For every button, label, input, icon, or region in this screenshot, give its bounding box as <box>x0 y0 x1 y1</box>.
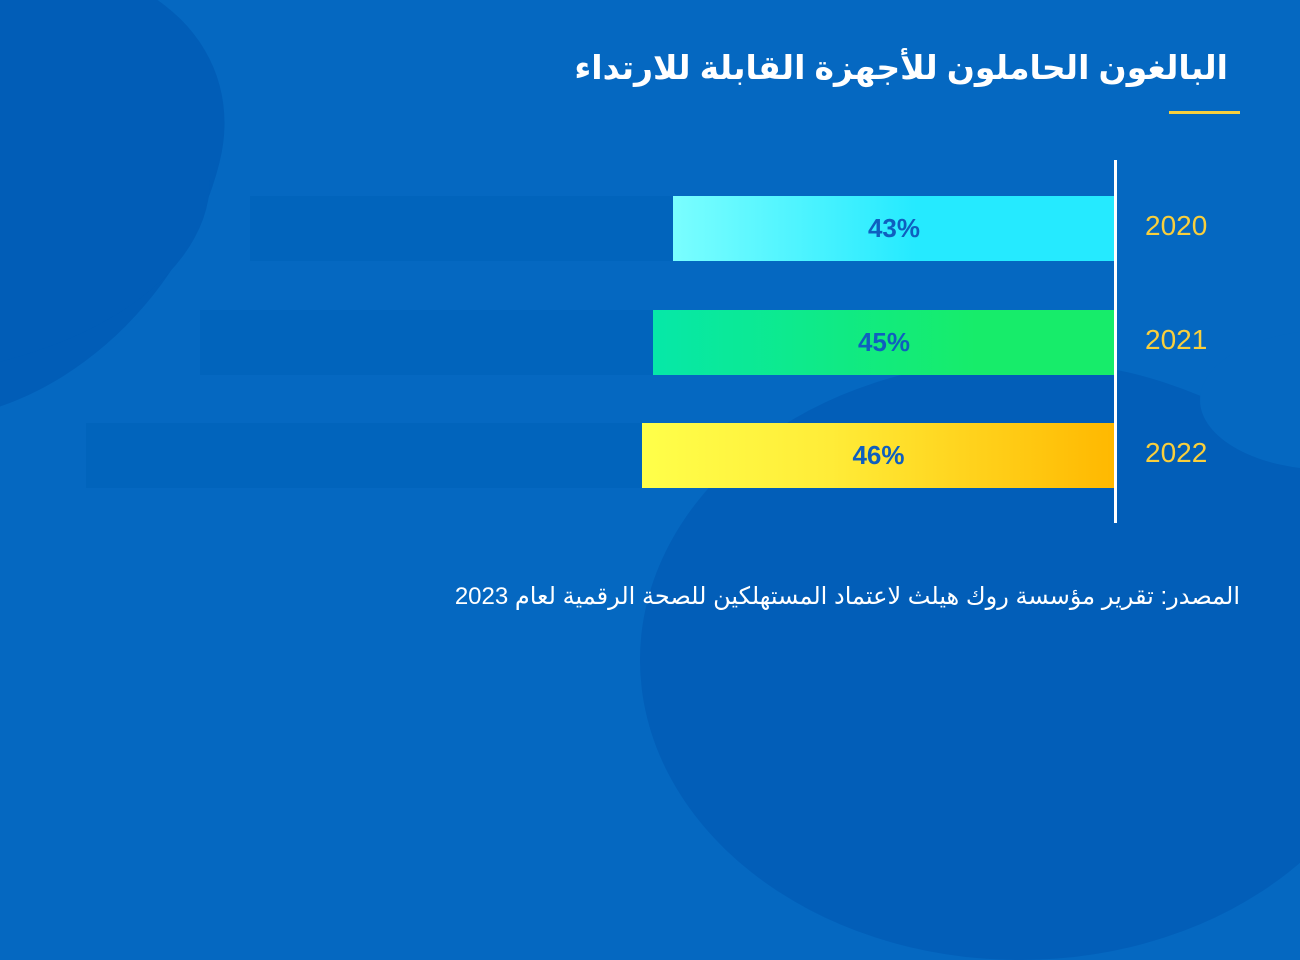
background-shape-left-lower <box>0 180 210 380</box>
bar-value-label: 45% <box>857 327 911 357</box>
source-note: المصدر: تقرير مؤسسة روك هيلث لاعتماد الم… <box>454 583 1240 610</box>
category-axis-line <box>1114 160 1117 523</box>
category-label-2020: 2020 <box>1145 210 1208 241</box>
bar-track-2022 <box>86 423 646 488</box>
bar-value-label: 43% <box>867 213 921 243</box>
bar-2020: 43% <box>673 196 1115 261</box>
bar-track-2020 <box>250 196 680 261</box>
bar-2021: 45% <box>653 310 1115 375</box>
bar-track-2021 <box>200 310 660 375</box>
category-label-2021: 2021 <box>1145 324 1208 355</box>
title-underline <box>1169 111 1240 114</box>
bar-value-label: 46% <box>852 440 905 470</box>
chart-title: البالغون الحاملون للأجهزة القابلة للارتد… <box>574 49 1228 86</box>
category-label-2022: 2022 <box>1145 437 1208 468</box>
bar-2022: 46% <box>642 423 1115 488</box>
